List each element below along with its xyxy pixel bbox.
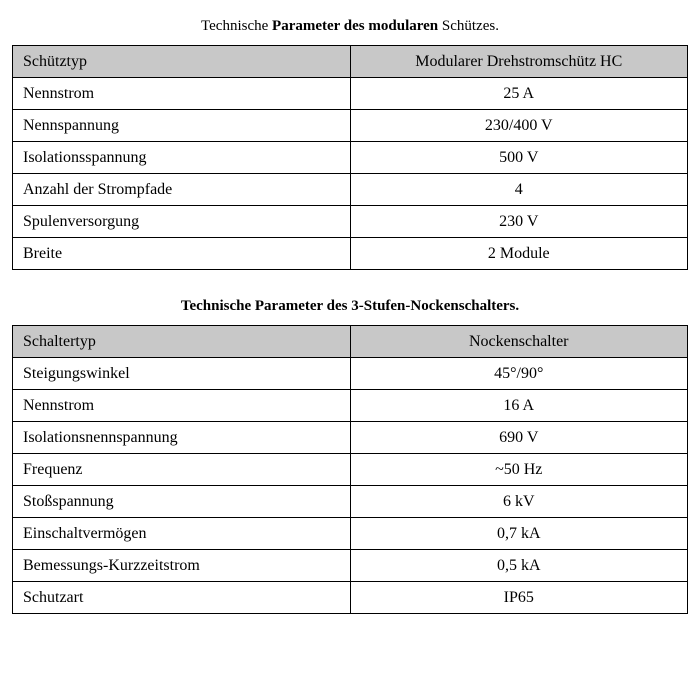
table-row: Bemessungs-Kurzzeitstrom0,5 kA: [13, 550, 688, 582]
table2-title: Technische Parameter des 3-Stufen-Nocken…: [12, 298, 688, 315]
row-label: Isolationsnennspannung: [13, 422, 351, 454]
table1-header-right: Modularer Drehstromschütz HC: [350, 46, 688, 78]
table-row: Nennstrom16 A: [13, 390, 688, 422]
row-label: Nennstrom: [13, 390, 351, 422]
row-label: Nennspannung: [13, 110, 351, 142]
row-label: Isolationsspannung: [13, 142, 351, 174]
table2-header-left: Schaltertyp: [13, 326, 351, 358]
row-value: 0,5 kA: [350, 550, 688, 582]
table2: Schaltertyp Nockenschalter Steigungswink…: [12, 325, 688, 614]
table2-body: Steigungswinkel45°/90°Nennstrom16 AIsola…: [13, 358, 688, 614]
row-value: ~50 Hz: [350, 454, 688, 486]
table1: Schütztyp Modularer Drehstromschütz HC N…: [12, 45, 688, 270]
table-row: Steigungswinkel45°/90°: [13, 358, 688, 390]
row-label: Steigungswinkel: [13, 358, 351, 390]
table2-header-row: Schaltertyp Nockenschalter: [13, 326, 688, 358]
row-label: Einschaltvermögen: [13, 518, 351, 550]
row-label: Spulenversorgung: [13, 206, 351, 238]
table1-title-suffix: Schützes.: [438, 18, 499, 34]
row-value: IP65: [350, 582, 688, 614]
table1-header-left: Schütztyp: [13, 46, 351, 78]
table-row: Stoßspannung6 kV: [13, 486, 688, 518]
table-row: Einschaltvermögen0,7 kA: [13, 518, 688, 550]
table1-header-row: Schütztyp Modularer Drehstromschütz HC: [13, 46, 688, 78]
row-label: Nennstrom: [13, 78, 351, 110]
row-value: 230 V: [350, 206, 688, 238]
row-value: 2 Module: [350, 238, 688, 270]
table-row: Spulenversorgung230 V: [13, 206, 688, 238]
row-label: Breite: [13, 238, 351, 270]
table-row: Frequenz~50 Hz: [13, 454, 688, 486]
row-label: Anzahl der Strompfade: [13, 174, 351, 206]
table-row: Isolationsspannung500 V: [13, 142, 688, 174]
row-value: 230/400 V: [350, 110, 688, 142]
row-value: 4: [350, 174, 688, 206]
table1-body: Nennstrom25 ANennspannung230/400 VIsolat…: [13, 78, 688, 270]
table1-title: Technische Parameter des modularen Schüt…: [12, 18, 688, 35]
row-value: 6 kV: [350, 486, 688, 518]
row-label: Schutzart: [13, 582, 351, 614]
table1-section: Technische Parameter des modularen Schüt…: [12, 18, 688, 270]
table-row: Nennspannung230/400 V: [13, 110, 688, 142]
row-value: 500 V: [350, 142, 688, 174]
table2-title-bold: Technische Parameter des 3-Stufen-Nocken…: [181, 298, 519, 314]
table2-header-right: Nockenschalter: [350, 326, 688, 358]
table2-section: Technische Parameter des 3-Stufen-Nocken…: [12, 298, 688, 614]
table-row: SchutzartIP65: [13, 582, 688, 614]
table1-title-prefix: Technische: [201, 18, 272, 34]
row-label: Bemessungs-Kurzzeitstrom: [13, 550, 351, 582]
table1-title-bold: Parameter des modularen: [272, 18, 438, 34]
table-row: Breite2 Module: [13, 238, 688, 270]
table-row: Nennstrom25 A: [13, 78, 688, 110]
row-value: 16 A: [350, 390, 688, 422]
row-value: 25 A: [350, 78, 688, 110]
table-row: Anzahl der Strompfade4: [13, 174, 688, 206]
row-value: 0,7 kA: [350, 518, 688, 550]
row-value: 690 V: [350, 422, 688, 454]
row-value: 45°/90°: [350, 358, 688, 390]
table-row: Isolationsnennspannung690 V: [13, 422, 688, 454]
row-label: Stoßspannung: [13, 486, 351, 518]
row-label: Frequenz: [13, 454, 351, 486]
